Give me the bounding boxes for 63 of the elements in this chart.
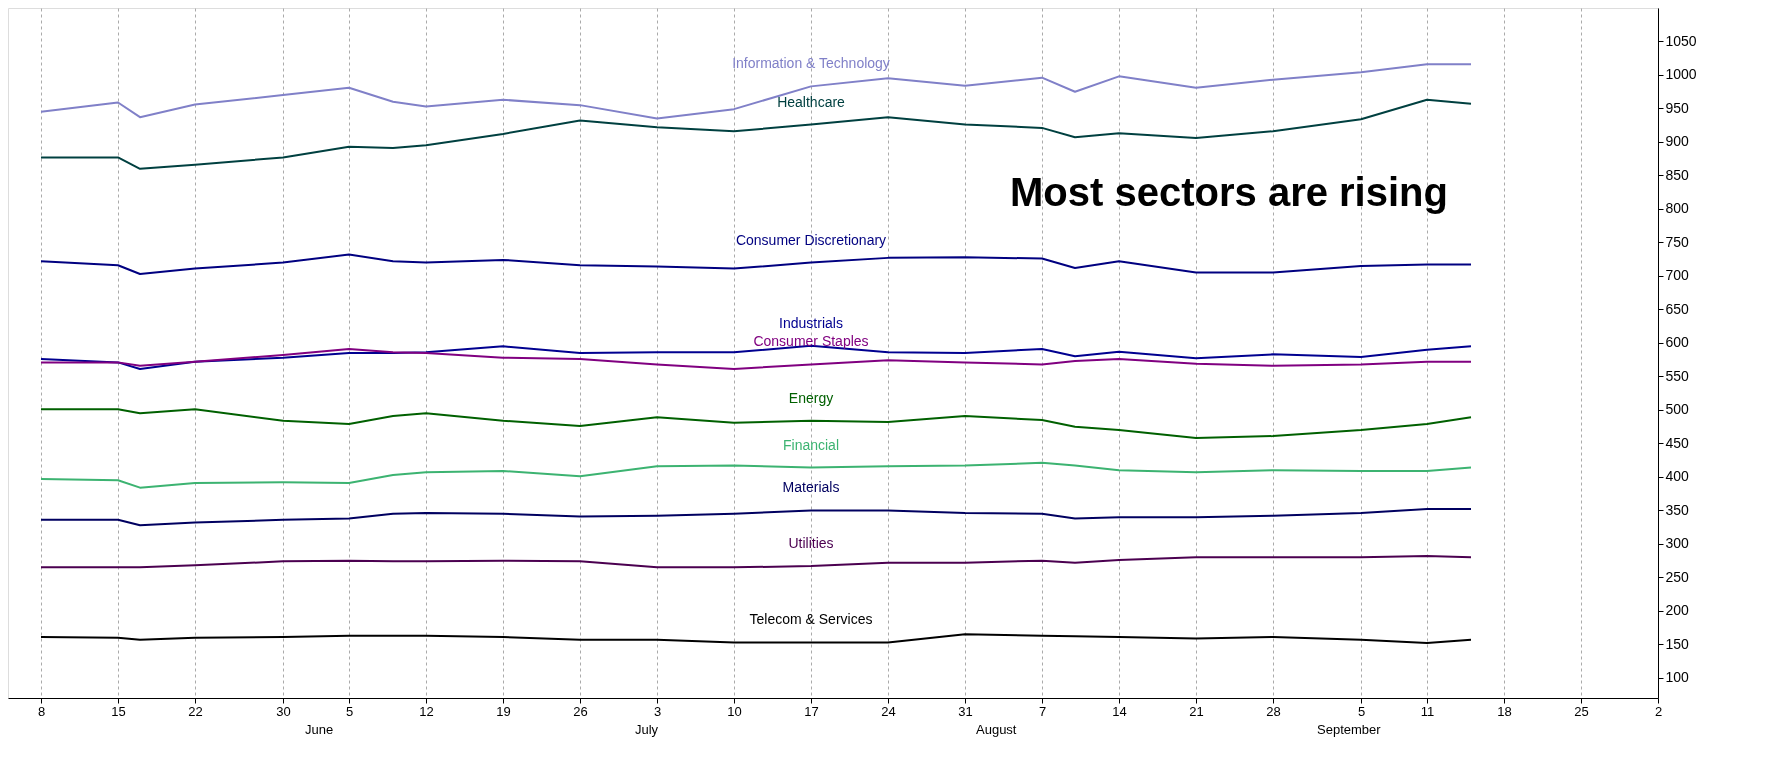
y-tick-label: 250 — [1665, 568, 1690, 585]
x-tick-label: 5 — [345, 703, 354, 719]
text: August — [976, 722, 1017, 737]
x-tick-label: 18 — [1497, 703, 1512, 719]
y-tick-label: 150 — [1665, 635, 1690, 652]
y-tick-label: 300 — [1665, 535, 1690, 552]
text: September — [1317, 722, 1382, 737]
x-tick-label: 22 — [188, 703, 203, 719]
y-tick-label: 600 — [1665, 334, 1690, 351]
x-tick-label: 2 — [1654, 703, 1663, 719]
y-tick-label: 900 — [1665, 133, 1690, 150]
line-series — [40, 508, 1472, 527]
x-tick-label: 26 — [573, 703, 588, 719]
x-tick-label: 24 — [881, 703, 896, 719]
x-tick-label: 8 — [37, 703, 46, 719]
x-tick-label: 5 — [1357, 703, 1366, 719]
y-tick-label: 400 — [1665, 468, 1690, 485]
x-tick-label: 30 — [276, 703, 291, 719]
line-series — [40, 253, 1472, 275]
y-tick-label: 850 — [1665, 166, 1690, 183]
y-tick-label: 700 — [1665, 267, 1690, 284]
series-label: Utilities — [788, 535, 834, 552]
y-tick-label: 500 — [1665, 401, 1690, 418]
series-label: Materials — [782, 479, 840, 496]
x-tick-label: 31 — [958, 703, 973, 719]
y-tick-label: 750 — [1665, 233, 1690, 250]
x-tick-label: 15 — [111, 703, 126, 719]
series-label: Information & Technology — [732, 55, 890, 72]
series-label: Energy — [788, 389, 834, 406]
x-tick-label: 11 — [1420, 703, 1435, 719]
line-series — [40, 98, 1472, 170]
line-series — [40, 554, 1472, 569]
line-series — [40, 633, 1472, 645]
annotation: Most sectors are rising — [1010, 170, 1448, 215]
y-tick-label: 450 — [1665, 434, 1690, 451]
x-tick-label: 7 — [1038, 703, 1047, 719]
x-tick-label: 28 — [1266, 703, 1281, 719]
text: July — [635, 722, 659, 737]
series-label: Industrials — [779, 314, 843, 331]
y-tick-label: 1050 — [1665, 33, 1697, 49]
y-tick-label: 200 — [1665, 602, 1690, 619]
x-tick-label: 3 — [653, 703, 662, 719]
x-tick-label: 19 — [496, 703, 511, 719]
y-tick-label: 350 — [1665, 501, 1690, 518]
y-tick-label: 550 — [1665, 367, 1690, 384]
y-tick-label: 1000 — [1665, 66, 1697, 83]
text: June — [305, 722, 334, 737]
series-label: Telecom & Services — [749, 611, 873, 628]
series-label: Consumer Staples — [753, 333, 869, 350]
x-tick-label: 21 — [1189, 703, 1204, 719]
x-tick-label: 17 — [804, 703, 819, 719]
y-tick-label: 100 — [1665, 669, 1690, 686]
y-tick-label: 650 — [1665, 300, 1690, 317]
line-series — [40, 408, 1472, 440]
y-tick-label: 950 — [1665, 99, 1690, 116]
series-label: Healthcare — [777, 93, 846, 110]
series-label: Consumer Discretionary — [735, 231, 887, 248]
x-tick-label: 10 — [727, 703, 742, 719]
series-label: Financial — [782, 436, 840, 453]
y-tick-label: 800 — [1665, 200, 1690, 217]
x-tick-label: 12 — [419, 703, 434, 719]
x-tick-label: 25 — [1574, 703, 1589, 719]
x-tick-label: 14 — [1112, 703, 1127, 719]
